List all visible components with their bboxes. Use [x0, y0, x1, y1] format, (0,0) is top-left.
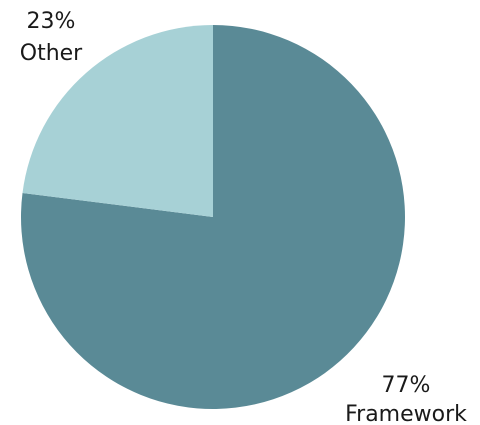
slice-name-label-framework: Framework	[345, 402, 467, 425]
slice-value-label-other: 23%	[27, 9, 76, 34]
pie-slice-other	[22, 25, 214, 217]
slice-value-label-framework: 77%	[382, 373, 431, 398]
label-framework: 77% Framework	[345, 373, 467, 425]
pie-slice-framework	[20, 25, 405, 409]
label-other: 23% Other	[20, 9, 83, 66]
pie-slices	[20, 25, 405, 409]
slice-name-label-other: Other	[20, 41, 83, 66]
